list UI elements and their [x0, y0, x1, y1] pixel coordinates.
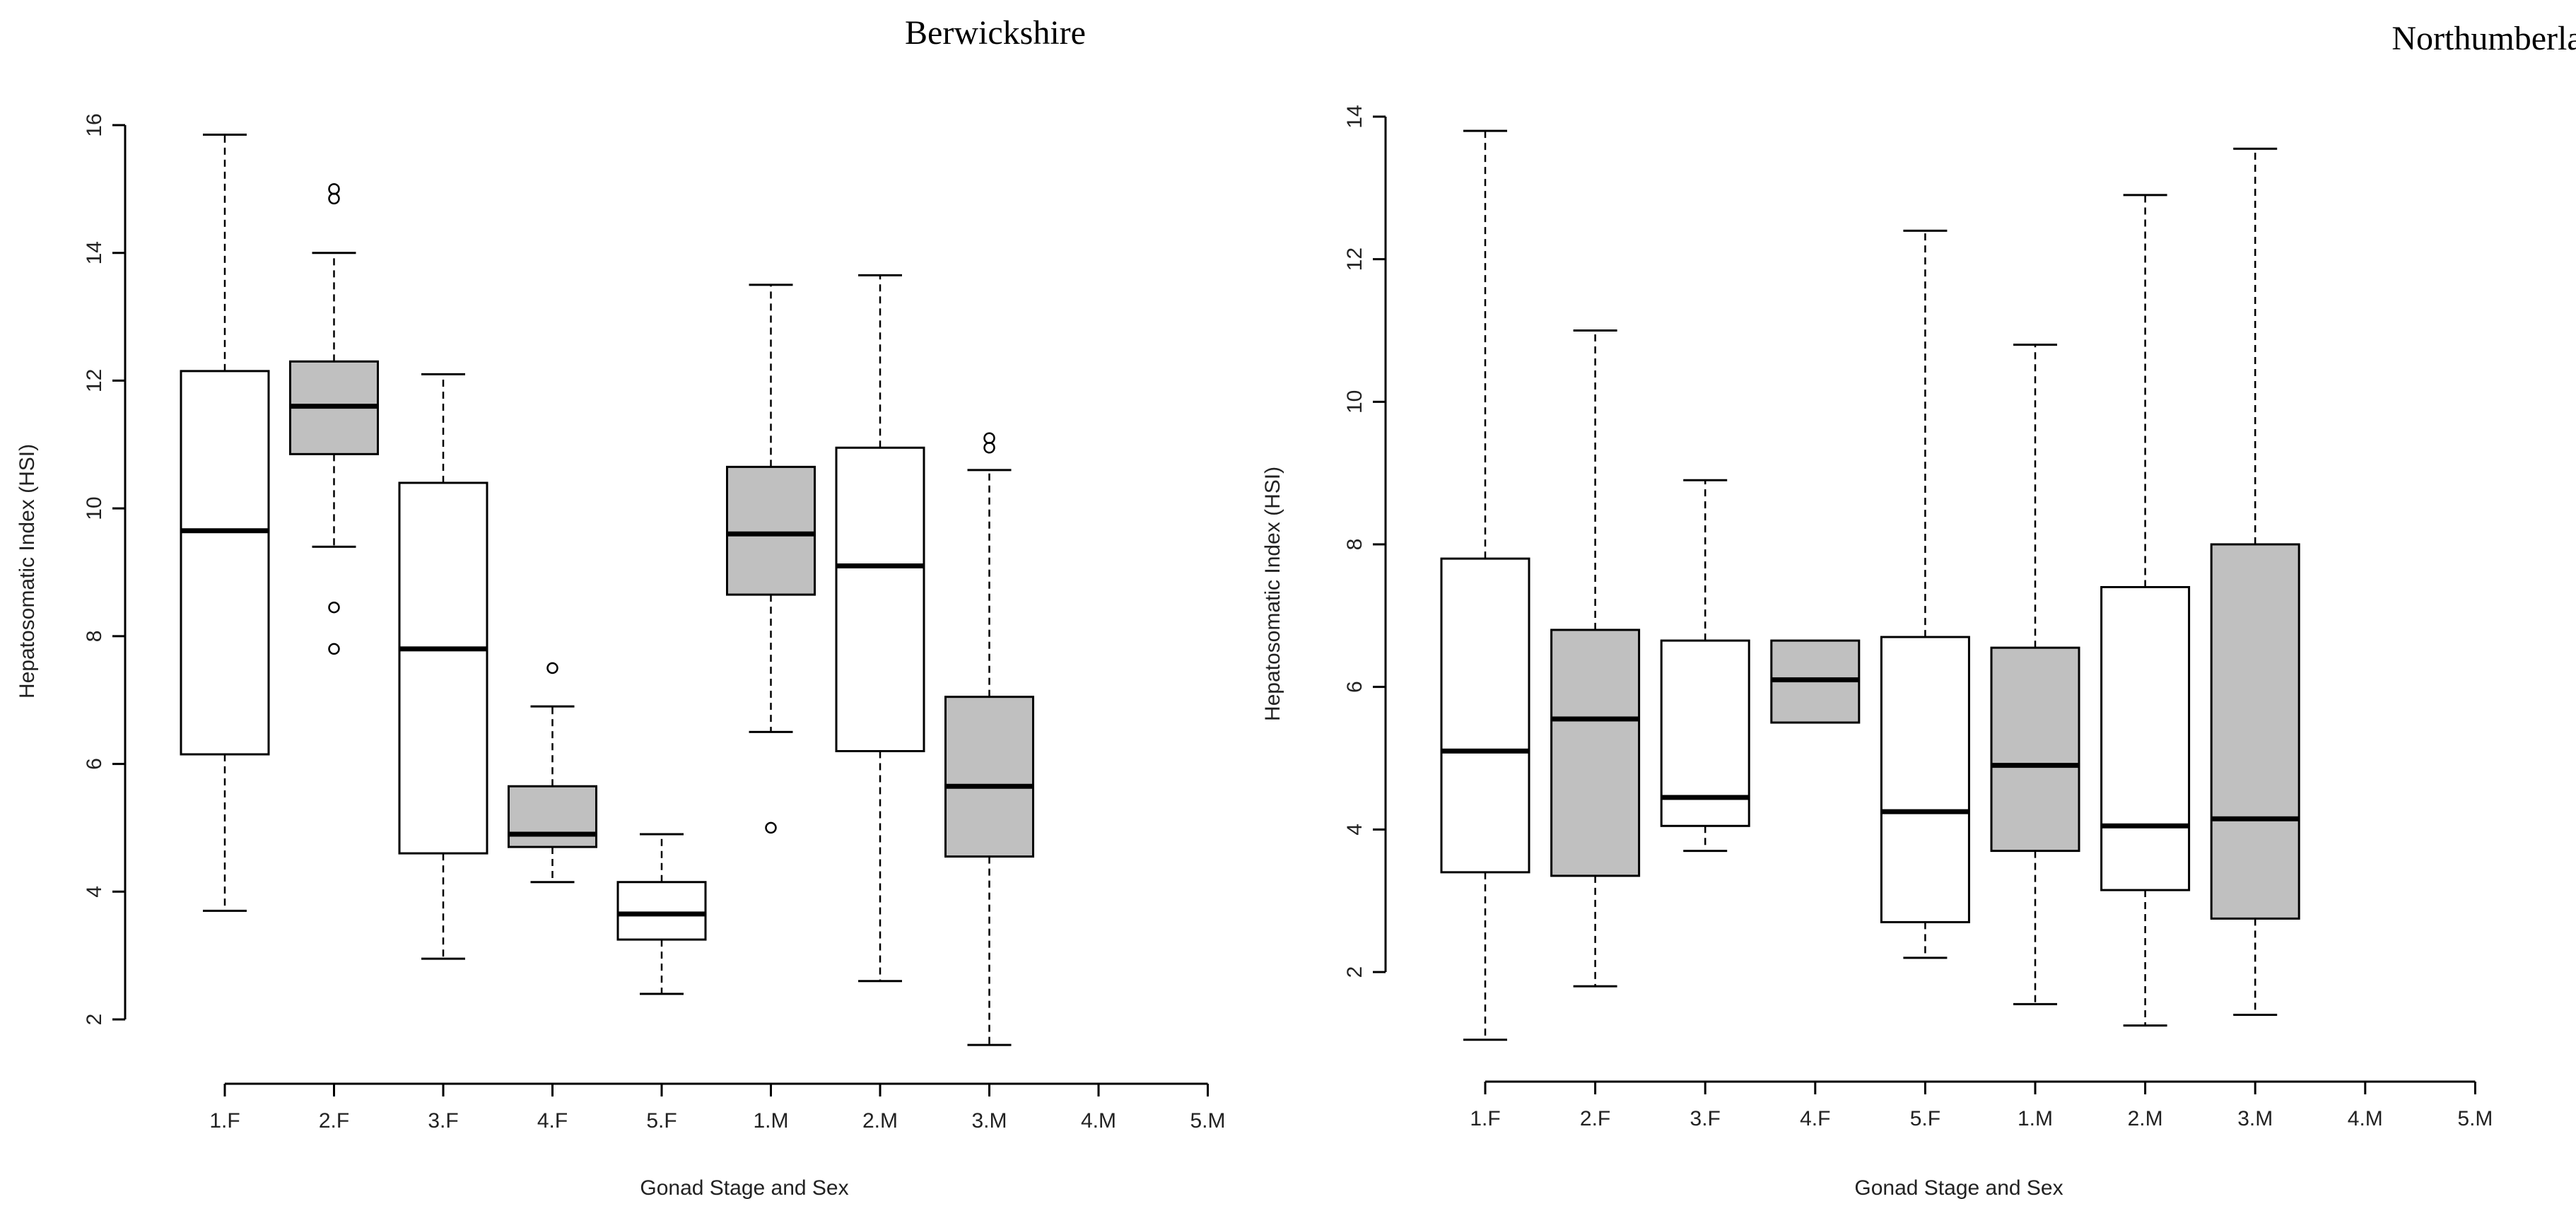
x-tick-label: 4.M	[2348, 1107, 2383, 1130]
y-axis-title: Hepatosomatic Index (HSI)	[1261, 467, 1284, 721]
x-tick-label: 3.M	[971, 1109, 1007, 1133]
x-tick-label: 1.F	[1470, 1107, 1500, 1130]
y-tick-label: 8	[1343, 539, 1366, 551]
iqr-box	[1550, 628, 1641, 877]
y-tick-label: 6	[1343, 681, 1366, 693]
box-2.F	[289, 183, 379, 655]
outlier-point	[328, 192, 340, 205]
box-1.F	[180, 134, 270, 912]
panel-title: Berwickshire	[905, 14, 1086, 52]
box-3.F	[1660, 479, 1750, 853]
box-5.F	[1880, 229, 1970, 959]
iqr-box	[944, 696, 1034, 858]
box-1.F	[1440, 129, 1530, 1041]
x-tick-label: 3.F	[428, 1109, 458, 1133]
iqr-box	[835, 446, 925, 753]
x-axis: 1.F 2.F 3.F 4.F 5.F 1.M 2.M 3.M 4.M 5.M	[1470, 1080, 2493, 1130]
outlier-point	[328, 601, 340, 614]
outlier-point	[765, 821, 777, 834]
box-3.M	[2210, 147, 2300, 1016]
x-tick-label: 2.F	[319, 1109, 349, 1133]
box-5.F	[616, 833, 707, 995]
y-tick-label: 8	[83, 631, 106, 643]
y-tick-label: 4	[1343, 824, 1366, 836]
x-tick-label: 2.M	[862, 1109, 898, 1133]
x-tick-label: 1.M	[753, 1109, 788, 1133]
x-axis-title: Gonad Stage and Sex	[640, 1176, 848, 1200]
y-tick-label: 14	[1343, 105, 1366, 128]
x-tick-label: 2.M	[2128, 1107, 2163, 1130]
box-3.F	[398, 373, 488, 960]
iqr-box	[616, 881, 707, 941]
y-axis: 2 4 6 8 10 12 14	[1343, 105, 1387, 978]
x-tick-label: 4.M	[1081, 1109, 1116, 1133]
outlier-point	[546, 662, 558, 674]
iqr-box	[1990, 646, 2080, 853]
box-series	[1440, 129, 2300, 1041]
outlier-point	[983, 432, 995, 444]
x-tick-label: 5.M	[1190, 1109, 1225, 1133]
panel-title: Northumberland	[2391, 20, 2576, 57]
x-tick-label: 3.F	[1690, 1107, 1721, 1130]
box-3.M	[944, 432, 1034, 1046]
x-tick-label: 4.F	[537, 1109, 568, 1133]
outlier-point	[328, 643, 340, 655]
x-tick-label: 1.F	[209, 1109, 240, 1133]
panel-berwickshire: Berwickshire Gonad Stage and Sex Hepatos…	[16, 14, 1226, 1200]
iqr-box	[398, 481, 488, 855]
box-series	[180, 134, 1034, 1046]
outlier-point	[983, 442, 995, 454]
x-axis: 1.F 2.F 3.F 4.F 5.F 1.M 2.M 3.M 4.M 5.M	[209, 1082, 1226, 1133]
y-tick-label: 10	[83, 496, 106, 520]
iqr-box	[180, 370, 270, 756]
y-tick-label: 6	[83, 758, 106, 770]
x-axis-title: Gonad Stage and Sex	[1854, 1176, 2063, 1200]
box-4.F	[508, 662, 597, 884]
x-tick-label: 2.F	[1580, 1107, 1610, 1130]
box-1.M	[1990, 344, 2080, 1005]
x-tick-label: 5.M	[2457, 1107, 2493, 1130]
y-tick-label: 12	[83, 369, 106, 392]
iqr-box	[1880, 636, 1970, 923]
y-tick-label: 10	[1343, 390, 1366, 414]
iqr-box	[2210, 543, 2300, 920]
iqr-box	[2100, 586, 2191, 891]
y-tick-label: 12	[1343, 247, 1366, 271]
y-tick-label: 16	[83, 113, 106, 136]
y-axis: 2 4 6 8 10 12 14 16	[83, 113, 127, 1026]
y-tick-label: 2	[1343, 966, 1366, 978]
x-tick-label: 5.F	[646, 1109, 677, 1133]
box-4.F	[1770, 639, 1861, 724]
x-tick-label: 5.F	[1910, 1107, 1940, 1130]
y-axis-title: Hepatosomatic Index (HSI)	[16, 444, 39, 698]
y-tick-label: 14	[83, 241, 106, 264]
outlier-point	[328, 183, 340, 195]
iqr-box	[508, 785, 597, 848]
iqr-box	[726, 465, 816, 596]
box-1.M	[726, 283, 816, 834]
box-2.F	[1550, 329, 1641, 988]
box-2.M	[2100, 194, 2191, 1027]
x-tick-label: 4.F	[1800, 1107, 1830, 1130]
x-tick-label: 1.M	[2018, 1107, 2053, 1130]
y-tick-label: 2	[83, 1014, 106, 1026]
y-tick-label: 4	[83, 886, 106, 898]
box-2.M	[835, 274, 925, 983]
x-tick-label: 3.M	[2237, 1107, 2273, 1130]
iqr-box	[1440, 557, 1530, 874]
panel-northumberland: Northumberland Gonad Stage and Sex Hepat…	[1261, 20, 2576, 1200]
